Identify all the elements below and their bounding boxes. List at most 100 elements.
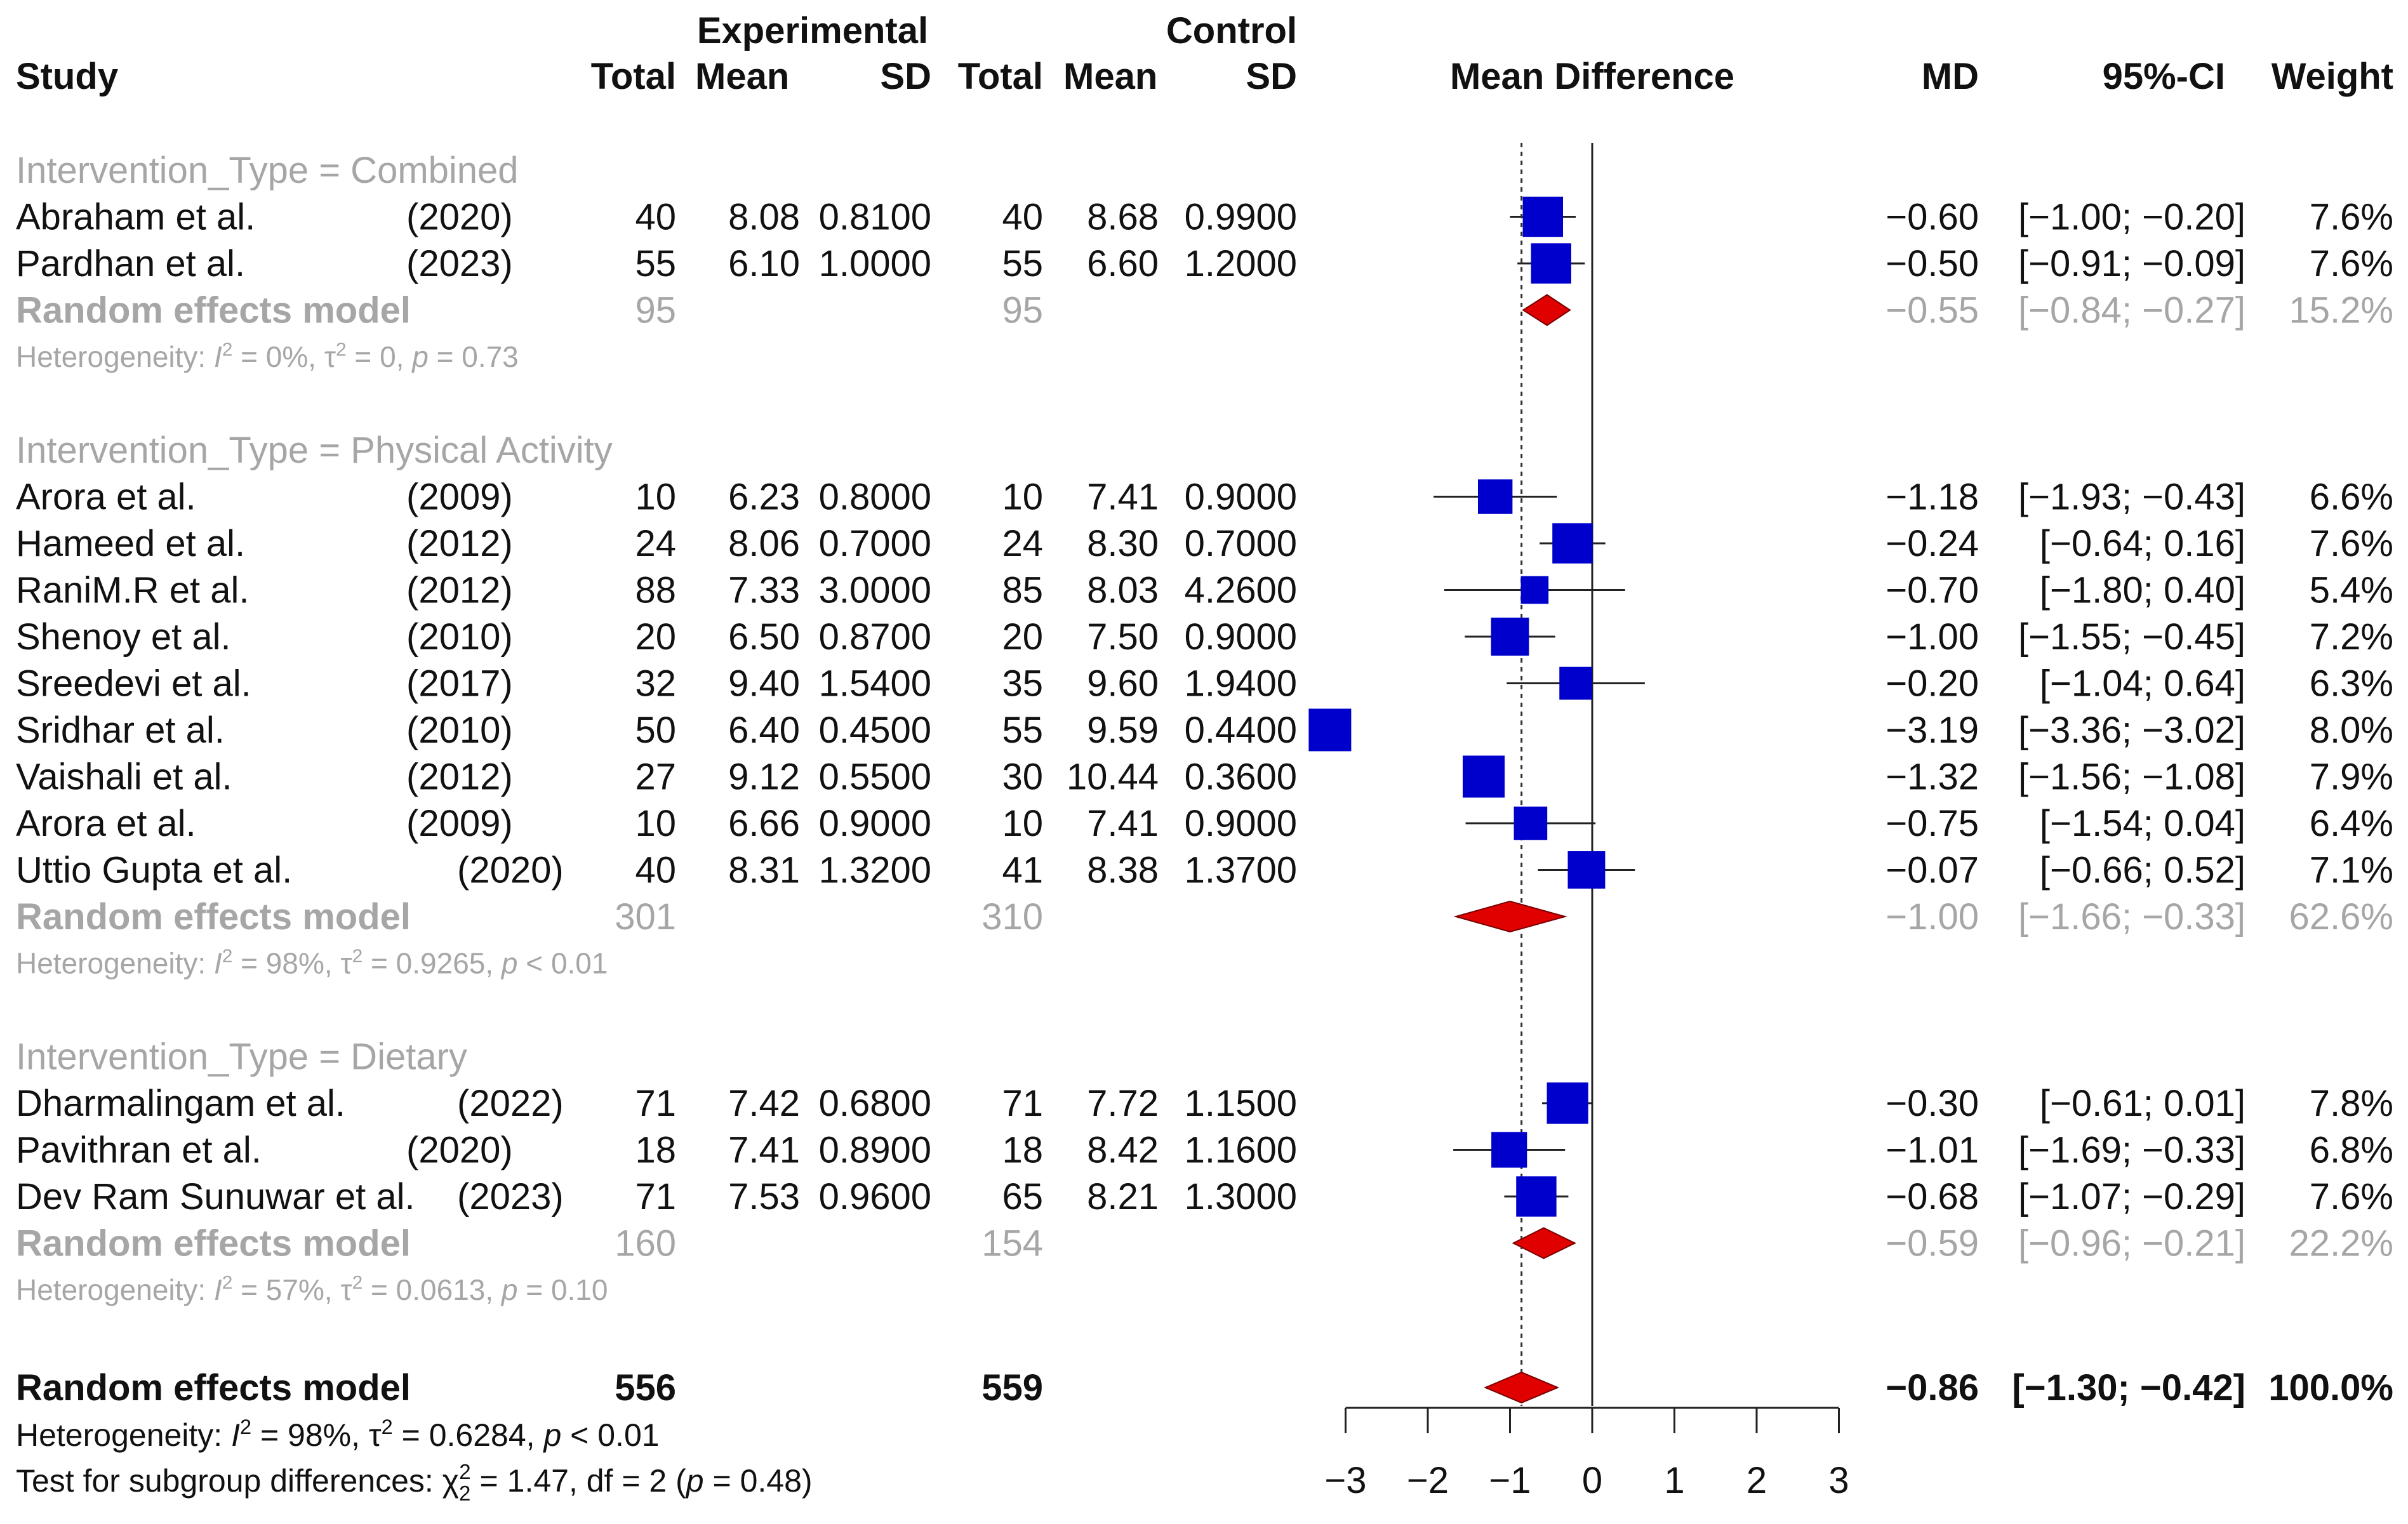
control-mean: 8.42 bbox=[1087, 1130, 1159, 1171]
study-year: (2009) bbox=[406, 477, 513, 518]
subgroup-control-total: 95 bbox=[1002, 290, 1043, 331]
experimental-total: 24 bbox=[635, 523, 676, 564]
experimental-mean: 7.33 bbox=[728, 570, 800, 611]
effect-square bbox=[1547, 1082, 1588, 1124]
study-name: Shenoy et al. bbox=[16, 616, 231, 658]
x-tick-label: −3 bbox=[1324, 1460, 1366, 1501]
control-mean: 10.44 bbox=[1067, 757, 1159, 798]
weight-value: 6.4% bbox=[2310, 803, 2393, 844]
subgroup-md: −0.55 bbox=[1886, 290, 1979, 331]
control-total: 20 bbox=[1002, 616, 1043, 658]
experimental-sd: 0.4500 bbox=[819, 710, 931, 751]
subgroup-experimental-total: 160 bbox=[615, 1223, 676, 1264]
control-mean: 7.41 bbox=[1087, 803, 1159, 844]
experimental-mean: 7.41 bbox=[728, 1130, 800, 1171]
effect-square bbox=[1531, 243, 1571, 284]
control-mean: 7.41 bbox=[1087, 477, 1159, 518]
experimental-sd: 0.5500 bbox=[819, 757, 931, 798]
experimental-total: 10 bbox=[635, 803, 676, 844]
subgroup-diamond bbox=[1453, 900, 1568, 933]
effect-square bbox=[1463, 755, 1505, 798]
study-year: (2017) bbox=[406, 663, 513, 705]
md-value: −1.00 bbox=[1886, 616, 1979, 658]
study-year: (2022) bbox=[457, 1083, 564, 1124]
md-value: −0.30 bbox=[1886, 1083, 1979, 1124]
study-year: (2009) bbox=[406, 803, 513, 844]
control-mean: 7.50 bbox=[1087, 616, 1159, 658]
control-sd: 1.1600 bbox=[1185, 1130, 1297, 1171]
md-value: −0.70 bbox=[1886, 570, 1979, 611]
control-mean: 8.21 bbox=[1087, 1176, 1159, 1217]
experimental-sd: 0.8000 bbox=[819, 477, 931, 518]
study-year: (2012) bbox=[406, 570, 513, 611]
effect-square bbox=[1559, 666, 1592, 700]
experimental-sd: 3.0000 bbox=[819, 570, 931, 611]
md-value: −0.20 bbox=[1886, 663, 1979, 705]
experimental-mean: 6.23 bbox=[728, 477, 800, 518]
experimental-sd: 0.9000 bbox=[819, 803, 931, 844]
control-sd: 0.9000 bbox=[1185, 803, 1297, 844]
study-name: Hameed et al. bbox=[16, 523, 245, 564]
subgroup-diamond bbox=[1522, 294, 1571, 326]
experimental-sd: 0.8900 bbox=[819, 1130, 931, 1171]
control-mean: 9.60 bbox=[1087, 663, 1159, 705]
header-mean-difference: Mean Difference bbox=[1450, 56, 1734, 97]
control-total: 10 bbox=[1002, 477, 1043, 518]
effect-square bbox=[1522, 196, 1563, 237]
header-weight: Weight bbox=[2272, 56, 2393, 97]
subgroup-heading: Intervention_Type = Dietary bbox=[16, 1037, 467, 1078]
control-sd: 0.9000 bbox=[1185, 477, 1297, 518]
study-name: Sridhar et al. bbox=[16, 710, 225, 751]
experimental-mean: 8.08 bbox=[728, 197, 800, 238]
study-name: Arora et al. bbox=[16, 803, 196, 844]
weight-value: 8.0% bbox=[2310, 710, 2393, 751]
overall-ci: [−1.30; −0.42] bbox=[2012, 1367, 2245, 1408]
experimental-total: 27 bbox=[635, 757, 676, 798]
control-total: 35 bbox=[1002, 663, 1043, 705]
md-value: −0.50 bbox=[1886, 243, 1979, 284]
md-value: −0.24 bbox=[1886, 523, 1979, 564]
weight-value: 6.8% bbox=[2310, 1130, 2393, 1171]
effect-square bbox=[1491, 1132, 1527, 1168]
ci-value: [−1.54; 0.04] bbox=[2040, 803, 2245, 844]
column-headers: Experimental Control Study Total Mean SD… bbox=[16, 10, 2393, 97]
weight-value: 7.2% bbox=[2310, 616, 2393, 658]
control-total: 10 bbox=[1002, 803, 1043, 844]
experimental-total: 18 bbox=[635, 1130, 676, 1171]
overall-experimental-total: 556 bbox=[615, 1367, 676, 1408]
study-name: Pavithran et al. bbox=[16, 1130, 262, 1171]
md-value: −1.18 bbox=[1886, 477, 1979, 518]
weight-value: 7.8% bbox=[2310, 1083, 2393, 1124]
control-total: 24 bbox=[1002, 523, 1043, 564]
study-year: (2023) bbox=[406, 243, 513, 284]
effect-square bbox=[1552, 523, 1593, 564]
x-tick-label: 0 bbox=[1582, 1460, 1602, 1501]
study-year: (2020) bbox=[457, 850, 564, 891]
study-year: (2010) bbox=[406, 710, 513, 751]
header-study: Study bbox=[16, 56, 118, 97]
md-value: −0.75 bbox=[1886, 803, 1979, 844]
experimental-sd: 0.6800 bbox=[819, 1083, 931, 1124]
effect-square bbox=[1308, 708, 1352, 752]
control-sd: 0.9000 bbox=[1185, 616, 1297, 658]
x-tick-label: −1 bbox=[1489, 1460, 1531, 1501]
effect-square bbox=[1516, 1176, 1557, 1217]
header-e-mean: Mean bbox=[695, 56, 789, 97]
experimental-mean: 8.06 bbox=[728, 523, 800, 564]
experimental-sd: 0.9600 bbox=[819, 1176, 931, 1217]
experimental-mean: 8.31 bbox=[728, 850, 800, 891]
control-sd: 1.3700 bbox=[1185, 850, 1297, 891]
experimental-total: 32 bbox=[635, 663, 676, 705]
experimental-mean: 7.42 bbox=[728, 1083, 800, 1124]
subgroup-weight: 62.6% bbox=[2289, 896, 2393, 938]
weight-value: 7.6% bbox=[2310, 197, 2393, 238]
md-value: −0.60 bbox=[1886, 197, 1979, 238]
experimental-mean: 9.40 bbox=[728, 663, 800, 705]
study-name: RaniM.R et al. bbox=[16, 570, 249, 611]
effect-square bbox=[1513, 806, 1548, 840]
control-total: 40 bbox=[1002, 197, 1043, 238]
subgroup-diamond bbox=[1512, 1227, 1577, 1259]
header-experimental: Experimental bbox=[697, 10, 928, 51]
